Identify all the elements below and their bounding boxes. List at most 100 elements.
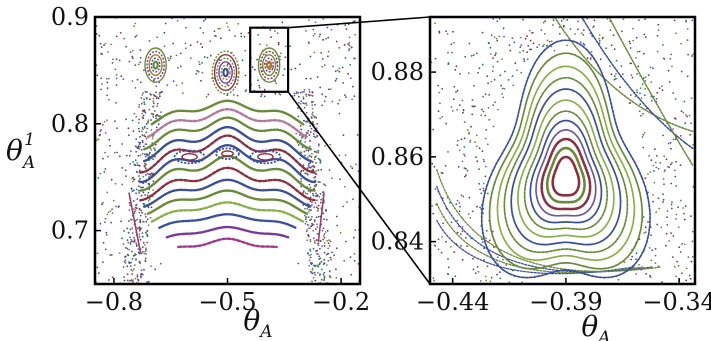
chaotic-point — [311, 267, 314, 270]
chaotic-point — [148, 198, 151, 200]
chaotic-point — [98, 34, 101, 37]
chaotic-point — [305, 220, 308, 223]
chaotic-point — [519, 36, 522, 39]
chaotic-point — [133, 178, 135, 181]
chaotic-point — [300, 128, 302, 131]
chaotic-point — [136, 78, 139, 81]
chaotic-point — [295, 91, 298, 93]
chaotic-point — [316, 233, 319, 235]
chaotic-point — [493, 78, 496, 81]
chaotic-point — [128, 248, 131, 251]
chaotic-point — [317, 145, 320, 147]
chaotic-point — [487, 107, 490, 109]
chaotic-point — [668, 81, 671, 83]
chaotic-point — [127, 220, 130, 222]
chaotic-point — [642, 52, 645, 55]
chaotic-point — [104, 221, 106, 224]
chaotic-point — [100, 77, 103, 80]
chaotic-point — [321, 104, 324, 107]
chaotic-point — [167, 57, 169, 59]
chaotic-point — [123, 230, 125, 232]
chaotic-point — [132, 176, 135, 179]
chaotic-point — [156, 105, 159, 108]
chaotic-point — [151, 137, 154, 140]
chaotic-point — [140, 273, 142, 276]
chaotic-point — [99, 130, 102, 133]
chaotic-point — [100, 88, 102, 91]
chaotic-point — [142, 241, 145, 244]
chaotic-point — [323, 278, 326, 280]
chaotic-point — [663, 170, 666, 173]
chaotic-point — [115, 77, 118, 80]
chaotic-point — [316, 252, 318, 255]
chaotic-point — [437, 248, 440, 251]
chaotic-point — [327, 36, 330, 39]
chaotic-point — [318, 143, 320, 146]
chaotic-point — [303, 119, 305, 122]
chaotic-point — [480, 238, 483, 241]
outer-orbit-arc — [436, 168, 662, 273]
chaotic-point — [308, 265, 311, 267]
chaotic-point — [445, 240, 447, 243]
y-tick-label: 0.86 — [371, 143, 424, 171]
chaotic-point — [639, 103, 642, 106]
chaotic-point — [106, 94, 108, 97]
chaotic-point — [437, 110, 440, 113]
chaotic-point — [284, 56, 287, 59]
chaotic-point — [201, 46, 204, 49]
chaotic-point — [320, 198, 323, 201]
chaotic-point — [131, 55, 134, 58]
chaotic-point — [671, 161, 673, 164]
chaotic-point — [486, 75, 489, 77]
orbit-streak — [317, 192, 325, 243]
resonance-island — [181, 152, 198, 161]
chaotic-point — [352, 20, 355, 23]
island-orbit — [220, 64, 231, 81]
chaotic-point — [244, 74, 247, 77]
chaotic-point — [321, 268, 323, 271]
chaotic-point — [126, 247, 129, 250]
chaotic-point — [115, 73, 118, 76]
chaotic-point — [345, 96, 347, 98]
chaotic-point — [289, 45, 291, 47]
chaotic-point — [115, 58, 118, 60]
chaotic-point — [482, 110, 485, 113]
chaotic-point — [309, 145, 311, 148]
chaotic-point — [636, 89, 638, 91]
chaotic-point — [143, 69, 145, 72]
chaotic-point — [691, 256, 694, 258]
chaotic-point — [660, 226, 663, 229]
chaotic-point — [283, 68, 286, 70]
chaotic-point — [140, 209, 143, 212]
chaotic-point — [324, 145, 326, 147]
chaotic-point — [155, 85, 158, 87]
chaotic-point — [490, 34, 493, 37]
chaotic-point — [667, 165, 669, 168]
chaotic-point — [348, 41, 351, 44]
chaotic-point — [146, 91, 148, 93]
chaotic-point — [100, 46, 103, 49]
chaotic-point — [293, 94, 296, 97]
chaotic-point — [156, 36, 159, 39]
chaotic-point — [582, 42, 585, 45]
island-ring — [503, 76, 629, 254]
chaotic-point — [200, 79, 202, 82]
chaotic-point — [181, 82, 184, 85]
chaotic-point — [644, 80, 647, 82]
chaotic-point — [177, 66, 179, 69]
chaotic-point — [304, 141, 307, 143]
chaotic-point — [353, 20, 356, 22]
chaotic-point — [104, 132, 107, 134]
chaotic-point — [244, 49, 247, 52]
chaotic-point — [311, 153, 313, 155]
chaotic-point — [228, 29, 231, 32]
chaotic-point — [452, 30, 454, 33]
chaotic-point — [135, 242, 138, 245]
chaotic-point — [496, 20, 499, 23]
chaotic-point — [149, 98, 151, 101]
chaotic-point — [144, 167, 147, 170]
chaotic-point — [502, 96, 505, 99]
chaotic-point — [348, 48, 351, 50]
chaotic-point — [138, 207, 141, 210]
chaotic-point — [635, 273, 638, 275]
